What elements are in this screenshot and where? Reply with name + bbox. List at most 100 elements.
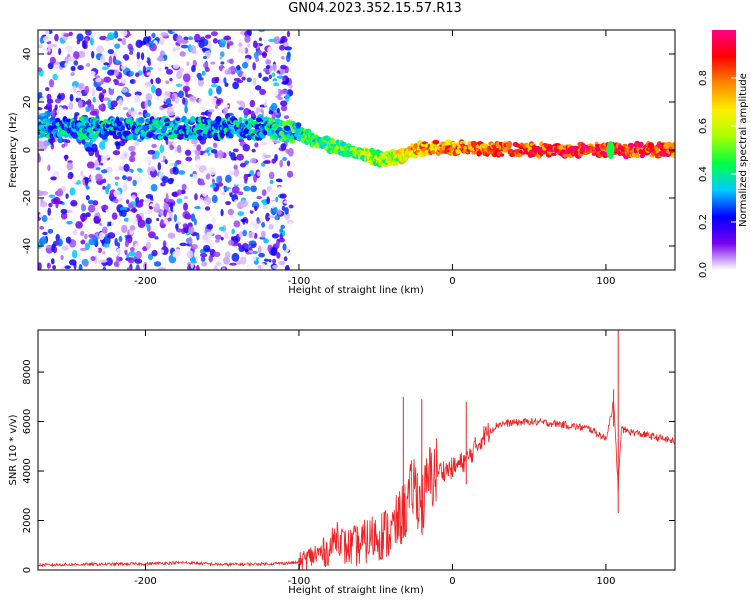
noise-blob (278, 260, 286, 266)
noise-blob (177, 90, 184, 99)
noise-blob (102, 97, 111, 101)
noise-blob (74, 112, 80, 116)
noise-blob (182, 223, 188, 229)
ridge-blob (330, 137, 335, 145)
ridge-blob (470, 140, 478, 148)
noise-blob (283, 115, 290, 120)
ridge-blob (197, 135, 203, 141)
noise-blob (197, 78, 204, 87)
noise-blob (103, 76, 111, 83)
noise-blob (64, 154, 68, 162)
noise-blob (120, 65, 126, 70)
noise-blob (126, 253, 130, 260)
noise-blob (246, 77, 252, 83)
noise-blob (125, 199, 130, 205)
noise-blob (246, 264, 251, 270)
noise-blob (250, 185, 257, 193)
noise-blob (213, 265, 218, 270)
noise-blob (164, 159, 168, 165)
noise-blob (87, 199, 94, 205)
noise-blob (271, 72, 276, 77)
noise-blob (223, 107, 228, 115)
noise-blob (285, 54, 291, 63)
noise-blob (275, 178, 283, 183)
noise-blob (114, 229, 122, 235)
noise-blob (263, 67, 268, 72)
noise-blob (122, 246, 129, 251)
noise-blob (265, 70, 271, 75)
noise-blob (210, 61, 216, 65)
noise-blob (282, 156, 288, 162)
noise-blob (204, 99, 208, 108)
noise-blob (281, 80, 289, 85)
noise-blob (47, 228, 54, 234)
noise-blob (169, 202, 174, 212)
noise-blob (258, 188, 262, 197)
noise-blob (163, 202, 170, 212)
ridge-feature (606, 141, 615, 159)
noise-blob (144, 112, 151, 118)
noise-blob (69, 187, 76, 196)
noise-blob (261, 221, 266, 228)
noise-blob (99, 259, 108, 263)
noise-blob (45, 103, 53, 110)
noise-blob (249, 99, 256, 108)
noise-blob (233, 164, 238, 170)
noise-blob (182, 97, 186, 105)
noise-blob (180, 39, 189, 44)
ridge-blob (192, 134, 198, 141)
ridge-blob (65, 118, 72, 123)
noise-blob (107, 99, 113, 109)
noise-blob (86, 161, 95, 169)
noise-blob (231, 252, 240, 262)
noise-blob (128, 145, 136, 152)
noise-blob (135, 213, 140, 220)
noise-blob (158, 98, 163, 106)
noise-blob (108, 55, 113, 65)
noise-blob (273, 36, 281, 45)
noise-blob (279, 228, 283, 233)
noise-blob (187, 236, 193, 246)
noise-blob (38, 92, 43, 97)
snr-y-tick-label: 8000 (22, 359, 33, 384)
noise-blob (158, 153, 164, 162)
noise-blob (279, 44, 285, 51)
noise-blob (150, 183, 158, 192)
noise-blob (157, 267, 166, 270)
noise-blob (147, 253, 154, 261)
ridge-blob (541, 150, 547, 154)
noise-blob (281, 205, 286, 211)
ridge-blob (268, 118, 275, 124)
noise-blob (39, 213, 43, 218)
noise-blob (244, 34, 251, 43)
noise-blob (259, 184, 266, 190)
noise-blob (199, 199, 204, 208)
ridge-blob (175, 117, 181, 121)
noise-blob (128, 251, 136, 257)
noise-blob (269, 188, 276, 196)
noise-blob (211, 178, 215, 185)
noise-blob (288, 84, 293, 89)
noise-blob (237, 211, 244, 217)
noise-blob (211, 216, 216, 224)
noise-blob (77, 65, 84, 71)
noise-blob (225, 174, 232, 183)
noise-blob (136, 51, 141, 60)
noise-blob (215, 239, 220, 243)
noise-blob (246, 186, 250, 192)
noise-blob (200, 253, 208, 258)
noise-blob (135, 39, 143, 49)
noise-blob (125, 38, 133, 44)
noise-blob (130, 151, 136, 157)
noise-blob (87, 204, 96, 213)
noise-blob (271, 87, 279, 97)
noise-blob (195, 158, 201, 167)
noise-blob (165, 80, 170, 85)
noise-blob (167, 177, 174, 185)
noise-blob (157, 162, 162, 171)
noise-blob (183, 202, 188, 211)
noise-blob (169, 144, 174, 151)
noise-blob (87, 90, 92, 99)
noise-blob (47, 207, 52, 216)
